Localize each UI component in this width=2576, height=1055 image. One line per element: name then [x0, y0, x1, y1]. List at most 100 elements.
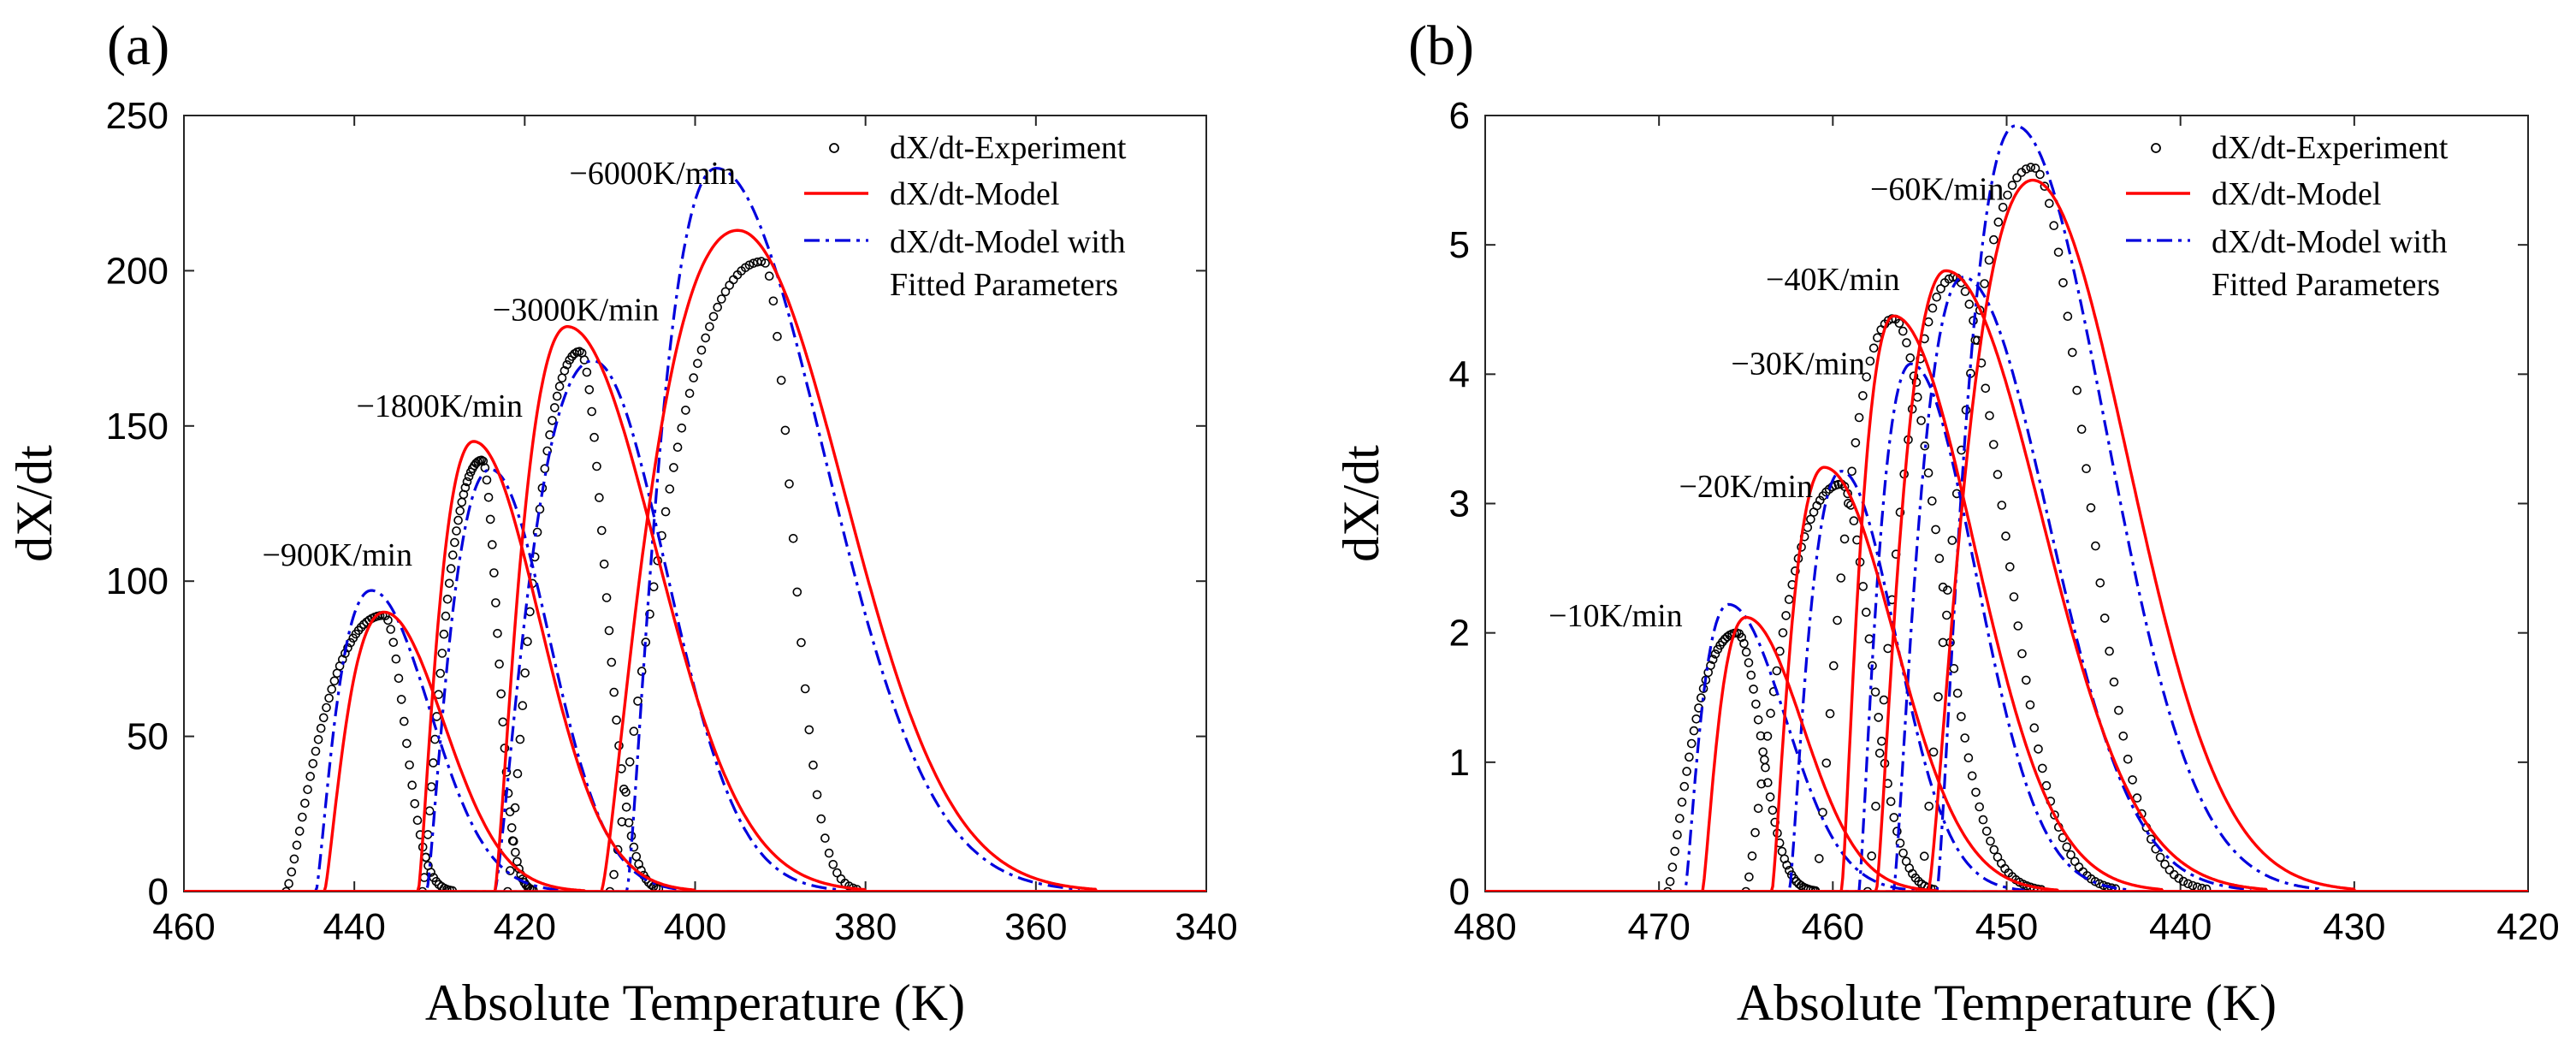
experiment-point — [1836, 573, 1846, 583]
experiment-point — [487, 540, 497, 549]
experiment-point — [633, 696, 643, 706]
experiment-point — [430, 734, 440, 744]
experiment-point — [1847, 466, 1856, 477]
rate-annotation: −900K/min — [262, 537, 412, 573]
experiment-point — [294, 827, 305, 836]
experiment-point — [1689, 726, 1699, 736]
experiment-point — [1673, 830, 1682, 840]
experiment-point — [1677, 797, 1687, 807]
experiment-point — [383, 615, 393, 625]
experiment-point — [455, 506, 465, 516]
legend-label: dX/dt-Model with — [2212, 224, 2447, 260]
panel-label: (b) — [1408, 15, 1474, 77]
experiment-point — [303, 785, 312, 795]
experiment-point — [1818, 808, 1827, 817]
legend-label: dX/dt-Model — [890, 176, 1059, 212]
experiment-point — [792, 587, 802, 597]
experiment-point — [812, 790, 822, 800]
experiment-point — [1952, 688, 1963, 698]
experiment-point — [1949, 663, 1959, 673]
experiment-point — [689, 373, 699, 382]
experiment-point — [423, 830, 433, 839]
experiment-point — [1981, 383, 1991, 394]
experiment-point — [1744, 658, 1754, 667]
experiment-point — [1989, 440, 1999, 449]
experiment-point — [549, 403, 560, 412]
experiment-point — [828, 859, 838, 869]
experiment-point — [554, 382, 565, 391]
rate-annotation: −3000K/min — [493, 292, 660, 328]
rate-annotation: −10K/min — [1549, 598, 1683, 634]
experiment-point — [764, 271, 774, 282]
rate-annotation: −30K/min — [1731, 346, 1865, 382]
experiment-point — [773, 331, 782, 341]
model-curve — [1485, 615, 2528, 892]
x-tick-label: 460 — [152, 906, 215, 948]
experiment-point — [816, 814, 826, 824]
y-tick-label: 1 — [1449, 742, 1470, 784]
experiment-point — [1928, 496, 1937, 506]
experiment-point — [1870, 687, 1880, 697]
model-curve — [1485, 314, 2528, 892]
experiment-point — [318, 713, 329, 723]
experiment-point — [713, 302, 723, 312]
experiment-point — [1691, 714, 1701, 724]
rate-annotation: −20K/min — [1679, 469, 1813, 505]
experiment-point — [1739, 638, 1749, 649]
fitted-model-curve — [184, 359, 1206, 892]
experiment-point — [1889, 813, 1899, 822]
experiment-point — [292, 840, 302, 851]
experiment-point — [410, 798, 420, 809]
experiment-point — [1667, 862, 1678, 872]
experiment-point — [1913, 392, 1922, 402]
fitted-model-curve — [1485, 602, 2528, 892]
experiment-point — [1833, 479, 1844, 489]
experiment-point — [442, 594, 453, 604]
experiment-point — [824, 848, 834, 858]
experiment-point — [785, 479, 794, 489]
y-tick-label: 5 — [1449, 224, 1470, 266]
experiment-point — [1665, 877, 1675, 886]
experiment-point — [1985, 411, 1994, 421]
experiment-point — [324, 693, 334, 703]
experiment-point — [426, 868, 435, 877]
experiment-point — [599, 559, 609, 569]
experiment-point — [1821, 758, 1832, 768]
experiment-point — [2025, 700, 2035, 710]
experiment-point — [1766, 708, 1775, 719]
experiment-point — [439, 629, 449, 639]
experiment-point — [2038, 763, 2047, 773]
experiment-point — [1753, 803, 1763, 814]
experiment-point — [2099, 613, 2110, 623]
experiment-point — [1849, 516, 1859, 526]
plot-area — [1485, 124, 2528, 892]
experiment-point — [2001, 531, 2010, 541]
experiment-point — [2053, 247, 2064, 258]
legend-experiment-marker — [829, 143, 839, 153]
experiment-point — [402, 738, 412, 749]
experiment-point — [1670, 846, 1679, 856]
experiment-point — [1765, 792, 1775, 802]
experiment-point — [2029, 723, 2040, 733]
legend-label: Fitted Parameters — [890, 267, 1118, 303]
experiment-point — [535, 504, 545, 514]
experiment-point — [1879, 695, 1889, 705]
experiment-point — [512, 856, 522, 867]
fitted-model-curve — [184, 467, 1206, 892]
experiment-point — [693, 359, 702, 369]
model-curve — [184, 610, 1206, 892]
experiment-point — [584, 385, 595, 394]
experiment-point — [701, 333, 711, 343]
experiment-point — [1854, 412, 1864, 423]
experiment-point — [660, 507, 671, 517]
experiment-point — [442, 885, 452, 892]
experiment-point — [1970, 335, 1981, 345]
experiment-point — [705, 322, 714, 332]
experiment-point — [407, 780, 417, 791]
experiment-point — [677, 423, 687, 433]
experiment-point — [1998, 203, 2008, 212]
experiment-point — [1686, 738, 1697, 749]
experiment-series — [503, 347, 664, 892]
experiment-point — [2074, 862, 2084, 872]
x-tick-label: 420 — [494, 906, 556, 948]
